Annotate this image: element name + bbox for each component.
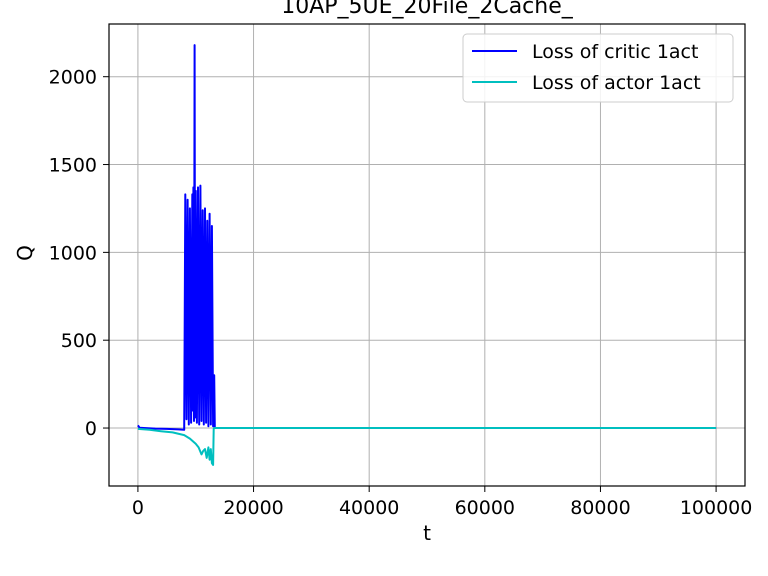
x-tick-label: 100000 [680,497,753,519]
y-tick-label: 0 [85,418,97,440]
x-tick-label: 80000 [570,497,630,519]
y-axis-label: Q [13,245,37,261]
x-tick-label: 40000 [339,497,399,519]
y-tick-label: 500 [61,330,97,352]
plot-frame [108,23,746,487]
legend-label-actor: Loss of actor 1act [532,72,701,94]
legend: Loss of critic 1act Loss of actor 1act [462,33,734,103]
y-tick-label: 1500 [49,155,97,177]
plot-lines [137,44,717,466]
actor-loss-line [137,427,717,466]
x-axis-ticks: 0 20000 40000 60000 80000 100000 [132,486,752,519]
x-tick-label: 60000 [455,497,515,519]
y-tick-label: 2000 [49,67,97,89]
x-axis-label: t [423,521,431,545]
critic-loss-line [137,44,717,431]
x-tick-label: 20000 [223,497,283,519]
chart-title: 10AP_5UE_20File_2Cache_ [281,0,574,19]
y-tick-label: 1000 [49,242,97,264]
legend-box [462,33,734,103]
legend-label-critic: Loss of critic 1act [532,41,698,63]
x-tick-label: 0 [132,497,144,519]
y-axis-ticks: 0 500 1000 1500 2000 [49,67,109,440]
